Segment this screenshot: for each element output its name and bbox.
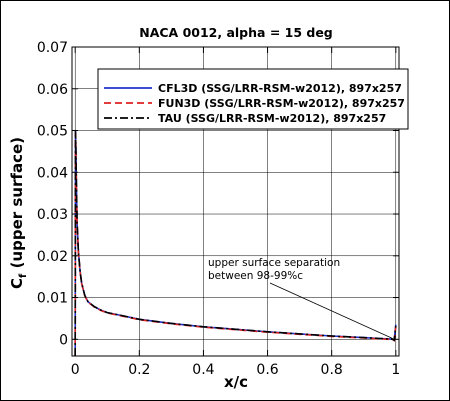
legend-label: CFL3D (SSG/LRR-RSM-w2012), 897x257 — [158, 82, 402, 95]
annotation-line-2: between 98-99%c — [208, 270, 303, 282]
y-tick-label: 0.07 — [37, 40, 68, 56]
y-axis-label-main: C — [8, 278, 26, 289]
y-tick-label: 0.04 — [37, 165, 68, 181]
x-tick-label: 0.4 — [192, 362, 214, 378]
y-axis-label-rest: (upper surface) — [8, 137, 26, 274]
annotation: upper surface separation between 98-99%c — [208, 257, 393, 339]
x-tick-label: 0.6 — [256, 362, 278, 378]
legend: CFL3D (SSG/LRR-RSM-w2012), 897x257 FUN3D … — [97, 68, 409, 130]
y-tick-label: 0.02 — [37, 249, 68, 265]
axis-ticks: 0 0.2 0.4 0.6 0.8 1 0 0.01 0.02 0.03 0.04 0.05 0.06 0… — [37, 40, 400, 378]
x-tick-label: 0.8 — [321, 362, 343, 378]
x-axis-label: x/c — [224, 373, 248, 391]
chart-title: NACA 0012, alpha = 15 deg — [139, 25, 333, 40]
series-line-3 — [74, 131, 397, 357]
plot-area-border — [71, 46, 400, 357]
y-axis-label-sub: f — [18, 273, 29, 278]
legend-box — [97, 68, 409, 130]
x-tick-label: 1 — [391, 362, 400, 378]
series-lines — [74, 130, 397, 357]
y-tick-label: 0.06 — [37, 82, 68, 98]
annotation-arrow — [269, 282, 393, 339]
x-tick-label: 0 — [71, 362, 80, 378]
series-line-1 — [74, 130, 397, 357]
annotation-line-1: upper surface separation — [208, 257, 340, 269]
y-tick-label: 0.05 — [37, 124, 68, 140]
y-axis-label: Cf (upper surface) — [8, 137, 29, 289]
series-line-2 — [74, 132, 397, 357]
legend-label: TAU (SSG/LRR-RSM-w2012), 897x257 — [158, 112, 386, 125]
x-tick-label: 0.2 — [128, 362, 150, 378]
y-tick-label: 0 — [59, 332, 68, 348]
y-tick-label: 0.01 — [37, 291, 68, 307]
legend-label: FUN3D (SSG/LRR-RSM-w2012), 897x257 — [158, 97, 405, 110]
y-tick-label: 0.03 — [37, 207, 68, 223]
